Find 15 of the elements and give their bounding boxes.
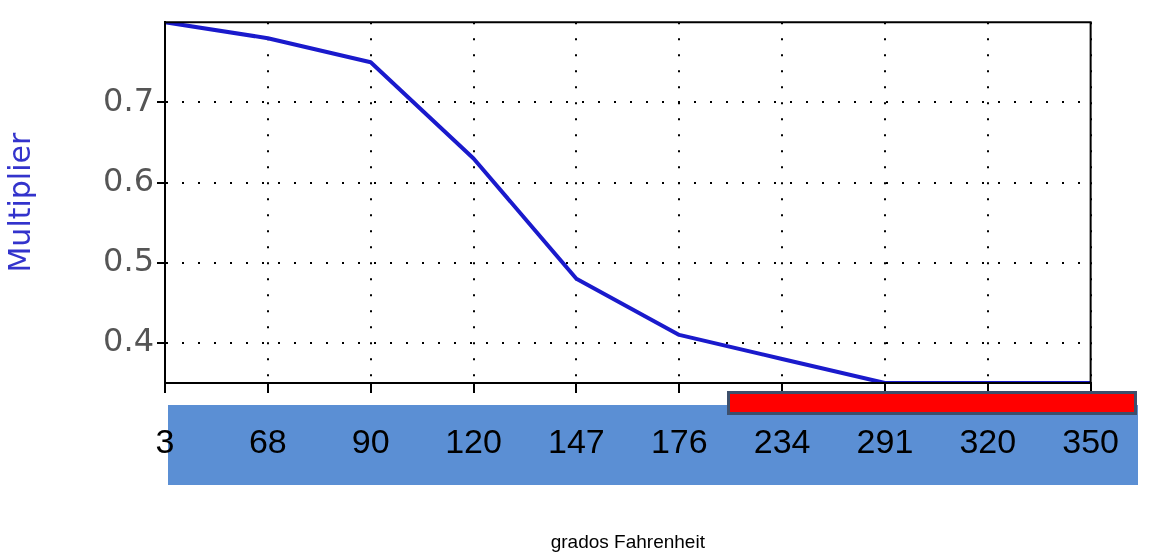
x-tick-label: 147 — [548, 421, 605, 460]
x-tick-label: 120 — [445, 421, 502, 460]
x-tick-label: 234 — [753, 421, 811, 460]
x-tick-label: 350 — [1062, 421, 1119, 460]
y-tick-label: 0.7 — [103, 80, 154, 119]
x-axis-title: grados Fahrenheit — [550, 530, 706, 552]
y-tick-label: 0.4 — [103, 321, 154, 360]
y-axis-title: Multiplier — [1, 132, 37, 273]
x-tick-label: 176 — [650, 421, 708, 460]
x-tick-label: 90 — [351, 421, 390, 460]
x-tick-label: 291 — [856, 421, 914, 460]
y-tick-label: 0.5 — [103, 241, 154, 280]
y-tick-label: 0.6 — [103, 160, 154, 199]
x-tick-label: 320 — [959, 421, 1017, 460]
x-tick-label: 68 — [248, 421, 287, 460]
